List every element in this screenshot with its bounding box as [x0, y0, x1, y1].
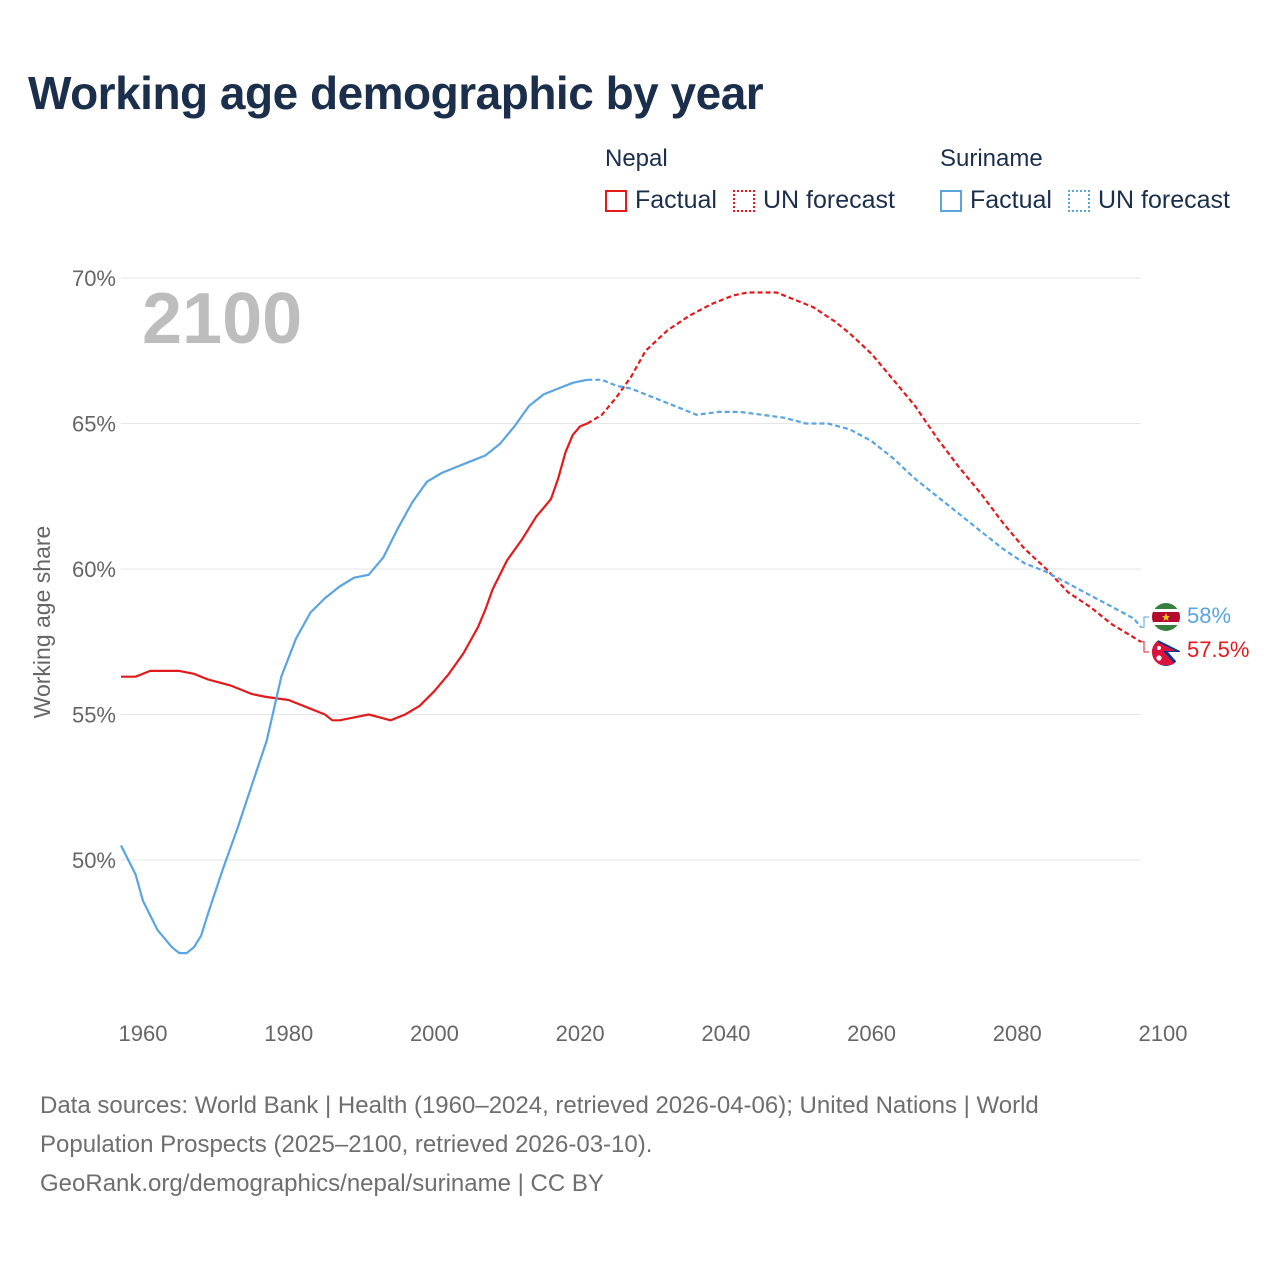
legend-label: UN forecast — [1097, 186, 1230, 214]
nepal-end-label: 57.5% — [1187, 637, 1249, 662]
legend-item-suriname-forecast[interactable]: UN forecast — [1067, 186, 1230, 215]
legend-item-nepal-factual[interactable]: Factual — [605, 186, 717, 215]
x-tick-label: 2080 — [993, 1021, 1042, 1046]
nepal-forecast-line — [586, 291, 1142, 643]
legend-item-suriname-factual[interactable]: Factual — [940, 186, 1052, 215]
legend-swatch-dotted — [732, 189, 755, 212]
legend-label: Factual — [635, 186, 717, 214]
x-tick-label: 2100 — [1139, 1021, 1188, 1046]
suriname-end-label: 58% — [1187, 603, 1231, 628]
footer-line: GeoRank.org/demographics/nepal/suriname … — [40, 1170, 604, 1197]
nepal-label-connector — [1141, 641, 1149, 653]
legend-swatch-solid — [605, 189, 627, 212]
legend-label: Factual — [970, 186, 1052, 214]
legend-label: UN forecast — [762, 186, 895, 214]
nepal-flag-icon — [1152, 638, 1180, 666]
legend-group-name: Nepal — [605, 145, 668, 172]
suriname-label-connector — [1141, 616, 1149, 628]
suriname-factual-line — [120, 378, 588, 955]
legend-swatch-solid — [940, 189, 962, 212]
year-label: 2100 — [142, 279, 302, 359]
legend-group-nepal: Nepal Factual UN forecast — [605, 144, 911, 215]
y-tick-label: 50% — [72, 848, 116, 873]
x-tick-label: 2060 — [847, 1021, 896, 1046]
series-lines — [120, 291, 1149, 955]
legend-item-nepal-forecast[interactable]: UN forecast — [732, 186, 895, 215]
legend-swatch-dotted — [1067, 189, 1090, 212]
x-tick-label: 2020 — [556, 1021, 605, 1046]
x-axis-ticks: 1960 1980 2000 2020 2040 2060 2080 2100 — [119, 1021, 1188, 1046]
footer-line: Population Prospects (2025–2100, retriev… — [40, 1131, 653, 1158]
x-tick-label: 2000 — [410, 1021, 459, 1046]
nepal-factual-line — [121, 422, 588, 722]
x-tick-label: 2040 — [701, 1021, 750, 1046]
end-labels: 58% 57.5% — [1152, 603, 1249, 666]
y-tick-label: 60% — [72, 557, 116, 582]
chart-title: Working age demographic by year — [28, 67, 764, 119]
suriname-flag-icon — [1152, 603, 1180, 631]
y-axis-label: Working age share — [29, 526, 55, 719]
legend-group-suriname: Suriname Factual UN forecast — [940, 144, 1246, 215]
x-tick-label: 1980 — [264, 1021, 313, 1046]
y-axis-ticks: 50% 55% 60% 65% 70% — [72, 266, 116, 873]
x-tick-label: 1960 — [119, 1021, 168, 1046]
y-tick-label: 70% — [72, 266, 116, 291]
footer-line: Data sources: World Bank | Health (1960–… — [40, 1092, 1039, 1119]
legend-group-name: Suriname — [940, 145, 1043, 172]
footer-sources: Data sources: World Bank | Health (1960–… — [40, 1086, 1240, 1203]
y-tick-label: 65% — [72, 412, 116, 437]
y-tick-label: 55% — [72, 703, 116, 728]
grid-lines — [121, 277, 1141, 861]
suriname-forecast-line — [587, 378, 1142, 628]
